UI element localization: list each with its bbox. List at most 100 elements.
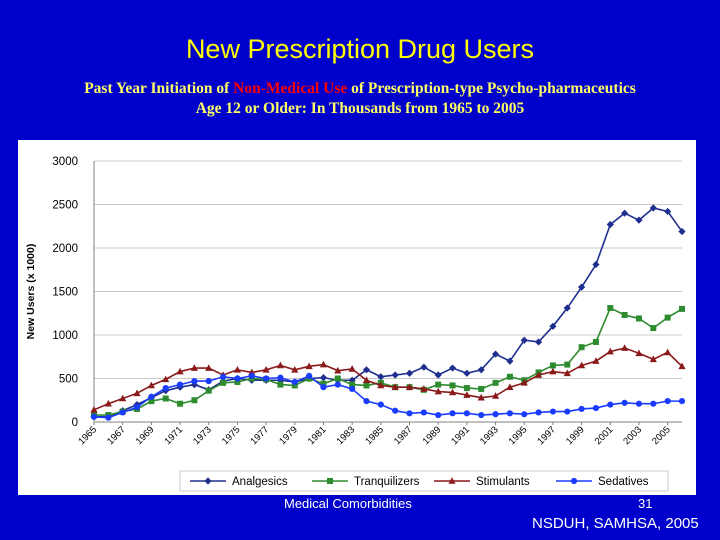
data-point-stimulants	[664, 348, 672, 356]
data-point-stimulants	[592, 357, 600, 364]
data-point-sedatives	[148, 393, 155, 400]
data-point-tranquilizers	[220, 379, 227, 386]
data-point-stimulants	[506, 383, 514, 390]
data-point-stimulants	[649, 355, 657, 363]
data-point-tranquilizers	[334, 375, 341, 382]
x-tick-label: 1995	[507, 424, 530, 447]
legend-marker-stimulants	[448, 477, 456, 484]
x-tick-label: 1965	[76, 424, 99, 447]
data-point-analgesics	[606, 220, 614, 229]
data-point-analgesics	[463, 369, 471, 377]
data-point-stimulants	[405, 383, 414, 390]
data-point-stimulants	[104, 399, 112, 407]
data-point-stimulants	[334, 366, 342, 374]
x-tick-label: 1971	[162, 424, 185, 447]
legend-label-tranquilizers: Tranquilizers	[354, 476, 420, 488]
y-tick-label: 2500	[52, 200, 78, 212]
data-point-sedatives	[592, 404, 600, 412]
data-point-tranquilizers	[549, 362, 556, 369]
data-point-sedatives	[90, 413, 98, 420]
data-point-tranquilizers	[191, 397, 198, 404]
data-point-stimulants	[434, 387, 442, 395]
x-tick-label: 2001	[593, 424, 616, 447]
data-point-stimulants	[276, 361, 285, 369]
data-point-stimulants	[463, 391, 471, 398]
data-point-stimulants	[678, 362, 686, 370]
data-point-sedatives	[678, 398, 686, 405]
data-point-analgesics	[420, 363, 428, 371]
data-point-stimulants	[578, 361, 586, 369]
data-point-sedatives	[205, 378, 212, 385]
data-point-sedatives	[449, 410, 456, 417]
data-point-sedatives	[578, 405, 585, 413]
data-point-analgesics	[506, 357, 514, 365]
data-point-tranquilizers	[463, 385, 470, 392]
data-point-stimulants	[448, 388, 457, 396]
data-point-tranquilizers	[506, 373, 513, 380]
data-point-sedatives	[377, 401, 384, 408]
data-point-tranquilizers	[148, 398, 155, 405]
data-point-sedatives	[607, 401, 614, 408]
y-tick-label: 2000	[52, 243, 78, 255]
data-point-sedatives	[621, 399, 628, 406]
data-point-tranquilizers	[291, 382, 298, 389]
data-point-analgesics	[621, 209, 629, 217]
data-point-sedatives	[105, 414, 112, 421]
data-point-stimulants	[420, 385, 428, 392]
subtitle-part-a: Past Year Initiation of	[84, 80, 234, 97]
data-point-analgesics	[635, 216, 643, 224]
x-tick-label: 1997	[535, 424, 558, 447]
data-point-analgesics	[477, 366, 485, 374]
data-point-stimulants	[621, 344, 629, 351]
data-point-sedatives	[535, 409, 542, 416]
data-point-tranquilizers	[205, 387, 212, 394]
subtitle-part-b: of Prescription-type Psycho-pharmaceutic…	[347, 80, 636, 97]
subtitle-line-1: Past Year Initiation of Non-Medical Use …	[0, 79, 720, 99]
legend-label-sedatives: Sedatives	[598, 476, 649, 488]
data-point-sedatives	[420, 409, 427, 416]
data-point-sedatives	[463, 410, 470, 417]
data-point-sedatives	[521, 411, 528, 418]
x-tick-label: 1989	[421, 424, 444, 447]
data-point-sedatives	[262, 375, 270, 382]
data-point-stimulants	[563, 369, 571, 377]
data-point-analgesics	[377, 373, 385, 381]
data-point-sedatives	[176, 381, 184, 388]
footer-section-label: Medical Comorbidities	[284, 496, 412, 511]
data-point-stimulants	[90, 406, 98, 413]
legend-label-analgesics: Analgesics	[232, 476, 288, 488]
data-point-analgesics	[549, 322, 557, 330]
legend-marker-sedatives	[570, 477, 578, 485]
data-point-sedatives	[248, 372, 255, 379]
data-point-tranquilizers	[607, 305, 614, 312]
data-point-tranquilizers	[320, 380, 327, 387]
data-point-sedatives	[306, 372, 313, 379]
data-point-sedatives	[635, 400, 643, 407]
data-point-stimulants	[147, 381, 155, 389]
data-point-sedatives	[291, 378, 298, 386]
slide-subtitle: Past Year Initiation of Non-Medical Use …	[0, 79, 720, 119]
x-tick-label: 1981	[306, 424, 329, 447]
slide-title: New Prescription Drug Users	[185, 34, 535, 64]
x-tick-label: 1967	[105, 424, 128, 447]
x-tick-label: 1969	[134, 424, 157, 447]
source-citation: NSDUH, SAMHSA, 2005	[532, 515, 699, 532]
data-point-analgesics	[649, 204, 657, 212]
data-point-analgesics	[348, 376, 356, 384]
data-point-stimulants	[348, 365, 356, 372]
data-point-tranquilizers	[492, 379, 499, 386]
y-tick-label: 0	[72, 417, 78, 429]
x-tick-label: 1985	[363, 424, 386, 447]
data-point-sedatives	[191, 378, 198, 385]
data-point-sedatives	[549, 408, 557, 415]
data-point-stimulants	[291, 366, 299, 373]
legend-marker-tranquilizers	[327, 478, 333, 484]
data-point-stimulants	[319, 360, 328, 368]
data-point-sedatives	[363, 398, 370, 405]
data-point-stimulants	[549, 367, 557, 375]
chart-panel: 0 500 1000 1500 2000 2500 3000 New Users (x 100…	[18, 140, 696, 495]
data-point-tranquilizers	[234, 378, 241, 385]
data-point-tranquilizers	[435, 381, 442, 388]
data-point-stimulants	[176, 367, 184, 375]
data-point-sedatives	[664, 398, 671, 405]
